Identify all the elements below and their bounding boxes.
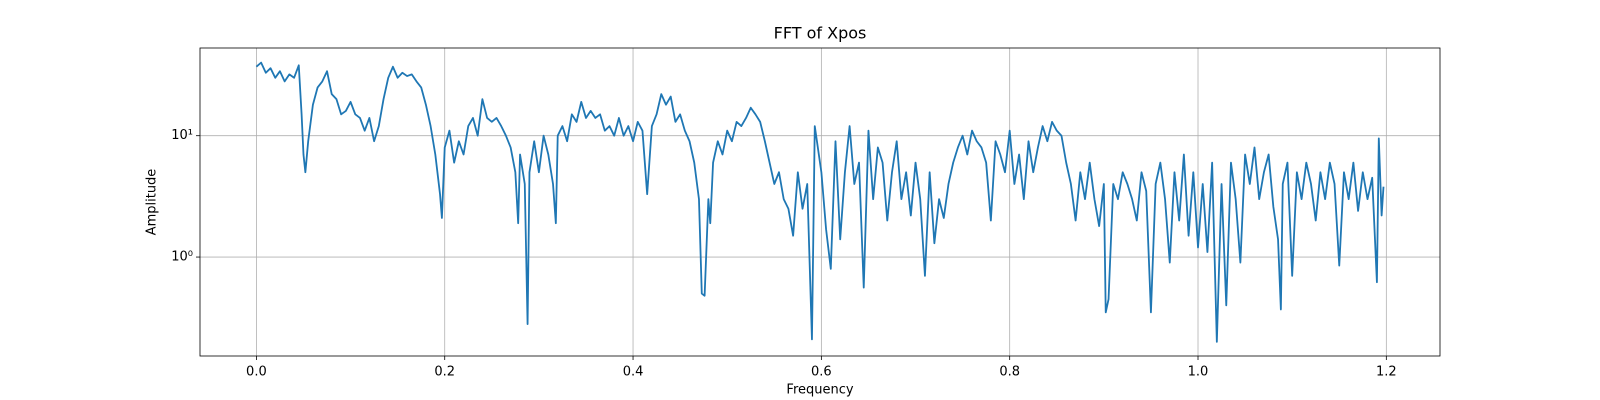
x-tick-label: 0.8 <box>999 365 1020 380</box>
y-tick-label: 10⁰ <box>171 250 193 265</box>
x-tick-label: 0.4 <box>623 365 644 380</box>
chart-title: FFT of Xpos <box>774 24 867 43</box>
plot-frame <box>199 47 1441 357</box>
x-tick-label: 0.0 <box>246 365 267 380</box>
x-tick-label: 0.6 <box>811 365 832 380</box>
x-axis-label: Frequency <box>786 383 853 398</box>
x-tick-label: 1.0 <box>1188 365 1209 380</box>
y-axis-label: Amplitude <box>145 169 160 236</box>
y-tick-label: 10¹ <box>171 128 193 143</box>
x-tick-label: 1.2 <box>1376 365 1397 380</box>
x-tick-label: 0.2 <box>434 365 455 380</box>
data-line <box>255 61 1385 343</box>
